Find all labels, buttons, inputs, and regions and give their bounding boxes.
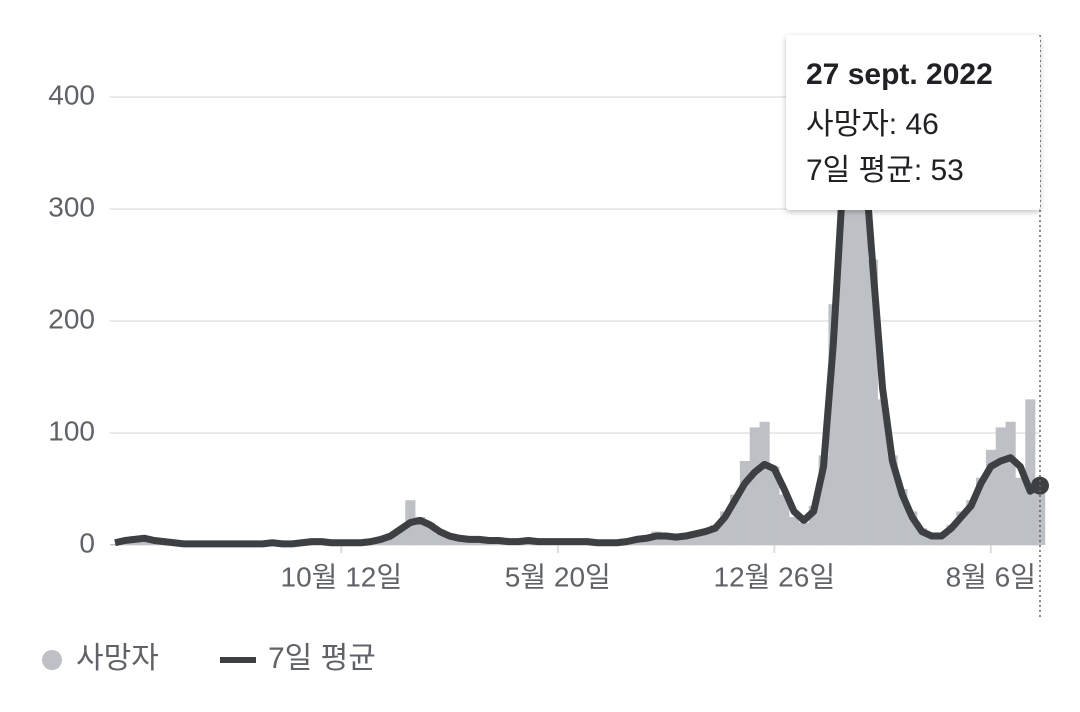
- legend-marker: [42, 650, 62, 670]
- grid: 0 100 200 300 400 10월 12일 5월 20일 12월 26일 8월 6일: [48, 79, 1040, 592]
- bar: [926, 537, 937, 545]
- bar: [907, 511, 918, 545]
- x-tick-label: 5월 20일: [505, 561, 611, 592]
- bar: [730, 494, 741, 545]
- bar: [415, 517, 426, 545]
- bar: [434, 533, 445, 545]
- bar: [798, 522, 810, 545]
- bar: [395, 528, 406, 545]
- bar: [739, 461, 751, 545]
- bar: [670, 538, 682, 545]
- tooltip-line: 사망자: 46: [806, 108, 939, 141]
- bar: [1015, 477, 1026, 545]
- legend-label: 사망자: [76, 642, 159, 675]
- bar: [720, 511, 731, 545]
- tooltip: 27 sept. 2022 사망자: 46 7일 평균: 53: [786, 35, 1040, 210]
- bar: [690, 532, 701, 545]
- tooltip-box: [786, 35, 1040, 210]
- bar: [976, 477, 987, 545]
- x-tick-label: 10월 12일: [281, 561, 403, 592]
- bar: [1025, 399, 1036, 545]
- bar: [956, 511, 967, 545]
- y-tick-label: 300: [48, 191, 95, 222]
- bar: [936, 534, 947, 545]
- bar: [779, 494, 790, 545]
- tooltip-line: 7일 평균: 53: [806, 154, 964, 187]
- line: [114, 127, 1042, 548]
- bar: [710, 524, 721, 545]
- bar: [995, 427, 1006, 545]
- bar: [916, 528, 928, 545]
- bar: [454, 539, 465, 545]
- bar: [848, 97, 859, 545]
- bar: [789, 517, 800, 545]
- bar: [769, 466, 780, 545]
- bar: [1005, 421, 1016, 545]
- bars: [110, 97, 1046, 546]
- bar: [1035, 493, 1046, 545]
- bar: [661, 534, 672, 545]
- bar: [877, 399, 888, 545]
- x-tick-label: 12월 26일: [714, 561, 836, 592]
- bar: [985, 449, 997, 545]
- bar: [759, 421, 770, 545]
- legend: 사망자 7일 평균: [42, 642, 376, 675]
- legend-label: 7일 평균: [268, 642, 376, 675]
- x-tick-label: 8월 6일: [946, 561, 1036, 592]
- bar: [946, 524, 957, 545]
- bar: [818, 455, 829, 545]
- bar: [444, 534, 455, 545]
- y-tick-label: 100: [48, 415, 95, 446]
- bar: [887, 455, 898, 545]
- bar: [424, 522, 436, 545]
- y-tick-label: 0: [79, 527, 95, 558]
- bar: [897, 489, 908, 545]
- bar: [700, 529, 711, 545]
- bar: [808, 505, 819, 545]
- bar: [867, 259, 878, 545]
- bar: [838, 141, 849, 546]
- tooltip-title: 27 sept. 2022: [806, 58, 993, 91]
- bar: [749, 427, 760, 545]
- y-tick-label: 400: [48, 79, 95, 110]
- y-tick-label: 200: [48, 303, 95, 334]
- bar: [857, 164, 869, 545]
- bar: [966, 500, 977, 545]
- bar: [110, 543, 121, 545]
- bar: [828, 304, 839, 545]
